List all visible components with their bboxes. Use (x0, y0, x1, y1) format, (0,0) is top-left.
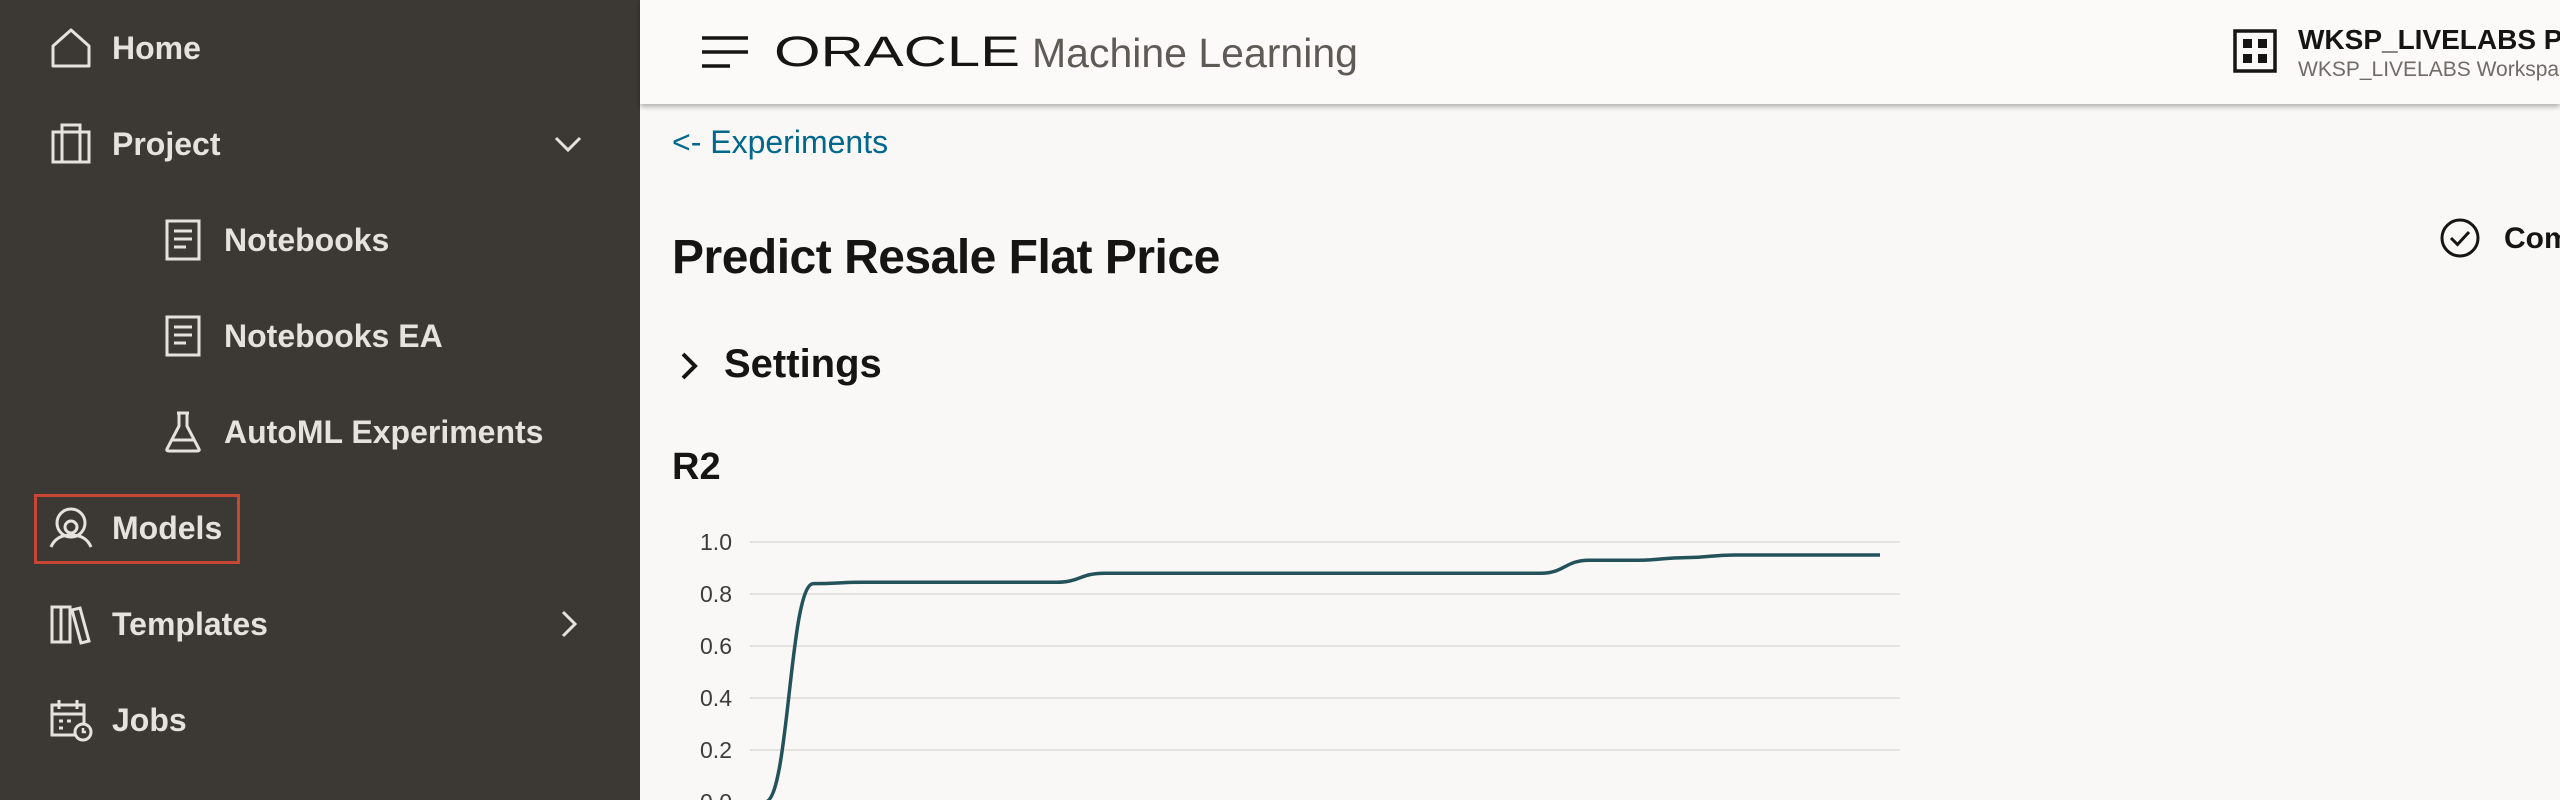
sidebar-item-label: Jobs (112, 701, 187, 738)
sidebar-item-label: Notebooks EA (224, 317, 443, 354)
oracle-logo: ORACLE (774, 28, 1022, 74)
workspace-name[interactable]: WKSP_LIVELABS Pr (2298, 24, 2560, 55)
sidebar-item-label: Models (112, 509, 223, 546)
app-header: ORACLE Machine Learning WKSP_LIVELABS Pr… (640, 0, 2560, 104)
home-icon (48, 25, 94, 71)
flask-icon (160, 409, 206, 455)
check-circle-icon (2438, 216, 2482, 260)
notebook-icon (160, 217, 206, 263)
sidebar-item-label: Home (112, 29, 201, 66)
sidebar-item-notebooks-ea[interactable]: Notebooks EA (0, 288, 640, 384)
sidebar-item-home[interactable]: Home (0, 0, 640, 96)
hamburger-menu-icon[interactable] (700, 34, 750, 70)
sidebar-item-notebooks[interactable]: Notebooks (0, 192, 640, 288)
page-title: Predict Resale Flat Price (672, 231, 1220, 284)
sidebar-item-project[interactable]: Project (0, 96, 640, 192)
y-tick-label: 0.4 (700, 685, 732, 711)
sidebar-item-label: AutoML Experiments (224, 413, 544, 450)
y-tick-label: 0.6 (700, 633, 732, 659)
sidebar-item-automl-experiments[interactable]: AutoML Experiments (0, 384, 640, 480)
workspace-grid-icon[interactable] (2232, 28, 2278, 74)
chart-title: R2 (672, 446, 721, 488)
chevron-right-icon[interactable] (548, 604, 588, 644)
workspace-subtitle: WKSP_LIVELABS Workspac (2298, 58, 2560, 81)
y-tick-label: 0.8 (700, 581, 732, 607)
back-to-experiments-link[interactable]: <- Experiments (672, 124, 889, 160)
chevron-down-icon[interactable] (548, 124, 588, 164)
building-icon (48, 121, 94, 167)
sidebar-item-label: Templates (112, 605, 268, 642)
settings-label: Settings (724, 342, 882, 386)
settings-toggle[interactable]: Settings (672, 338, 912, 394)
svg-text:ORACLE: ORACLE (774, 28, 1020, 74)
sidebar-item-jobs[interactable]: Jobs (0, 672, 640, 768)
sidebar-item-label: Notebooks (224, 221, 390, 258)
status-text: Com (2504, 222, 2560, 255)
model-icon (48, 505, 94, 551)
sidebar-item-label: Project (112, 125, 221, 162)
sidebar-item-models[interactable]: Models (0, 480, 640, 576)
calendar-icon (48, 697, 94, 743)
y-tick-label: 0.0 (700, 789, 732, 800)
r2-series-line (765, 553, 1880, 800)
r2-line-chart: 1.0 0.8 0.6 0.4 0.2 0.0 (700, 529, 1900, 800)
y-tick-label: 1.0 (700, 529, 732, 555)
sidebar: Home Project Notebooks Notebooks EA Auto… (0, 0, 640, 800)
sidebar-item-templates[interactable]: Templates (0, 576, 640, 672)
y-tick-label: 0.2 (700, 737, 732, 763)
app-title: Machine Learning (1032, 30, 1358, 76)
notebook-icon (160, 313, 206, 359)
chevron-right-icon (672, 346, 708, 386)
books-icon (48, 601, 94, 647)
